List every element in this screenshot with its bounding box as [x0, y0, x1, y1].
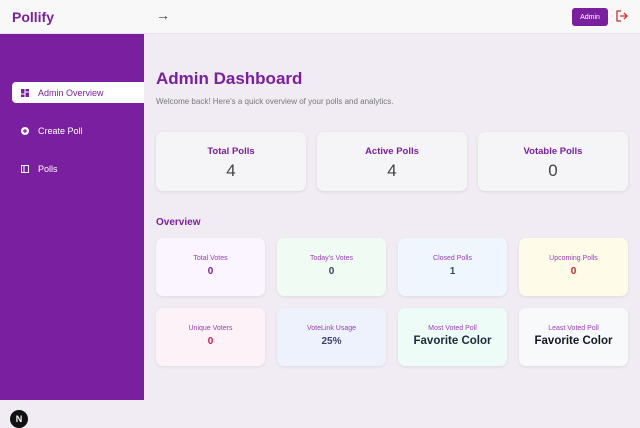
card-label: VoteLink Usage: [306, 325, 357, 332]
overview-card: Today's Votes 0: [277, 238, 386, 296]
card-value: 4: [226, 161, 236, 180]
arrow-right-icon[interactable]: →: [156, 7, 170, 23]
card-value: 0: [548, 161, 558, 180]
overview-card: Upcoming Polls 0: [519, 238, 628, 296]
card-value: 25%: [321, 336, 342, 347]
card-label: Unique Voters: [188, 325, 233, 332]
page-title: Admin Dashboard: [156, 69, 303, 88]
overview-card: Total Votes 0: [156, 238, 265, 296]
card-value: 1: [449, 266, 456, 277]
card-value: 0: [570, 266, 577, 277]
sidebar-item-create-poll[interactable]: Create Poll: [12, 120, 144, 141]
card-label: Total Votes: [193, 255, 228, 262]
sidebar: Admin Overview Create Poll Polls N: [0, 34, 144, 428]
card-label: Upcoming Polls: [549, 255, 598, 262]
overview-card: Unique Voters 0: [156, 308, 265, 366]
logout-icon[interactable]: [616, 10, 628, 22]
card-label: Active Polls: [365, 146, 419, 157]
page-subtitle: Welcome back! Here's a quick overview of…: [156, 97, 394, 106]
overview-card: VoteLink Usage 25%: [277, 308, 386, 366]
admin-button[interactable]: Admin: [572, 8, 608, 26]
top-bar: Pollify → Admin: [0, 0, 640, 34]
summary-card-votable-polls: Votable Polls 0: [478, 132, 628, 191]
card-label: Votable Polls: [523, 146, 583, 157]
sidebar-item-admin-overview[interactable]: Admin Overview: [12, 82, 144, 103]
card-label: Closed Polls: [433, 255, 472, 262]
overview-card: Most Voted Poll Favorite Color: [398, 308, 507, 366]
card-value: 4: [387, 161, 397, 180]
sidebar-item-polls[interactable]: Polls: [12, 158, 144, 179]
overview-card: Least Voted Poll Favorite Color: [519, 308, 628, 366]
plus-circle-icon: [21, 126, 29, 135]
card-label: Total Polls: [207, 146, 255, 157]
summary-card-total-polls: Total Polls 4: [156, 132, 306, 191]
app-logo[interactable]: Pollify: [12, 9, 55, 25]
sidebar-item-label: Create Poll: [38, 125, 83, 136]
card-label: Most Voted Poll: [428, 325, 477, 332]
sidebar-item-label: Polls: [38, 163, 58, 174]
card-value: 0: [207, 266, 214, 277]
card-value: Favorite Color: [413, 335, 492, 347]
sidebar-item-label: Admin Overview: [38, 87, 104, 98]
card-label: Today's Votes: [310, 255, 353, 262]
card-value: 0: [207, 336, 214, 347]
summary-card-active-polls: Active Polls 4: [317, 132, 467, 191]
next-badge[interactable]: N: [10, 410, 28, 428]
card-value: 0: [328, 266, 335, 277]
list-icon: [21, 164, 29, 173]
card-value: Favorite Color: [534, 335, 613, 347]
overview-card: Closed Polls 1: [398, 238, 507, 296]
card-label: Least Voted Poll: [548, 325, 599, 332]
overview-heading: Overview: [156, 217, 201, 228]
dashboard-icon: [21, 88, 29, 97]
